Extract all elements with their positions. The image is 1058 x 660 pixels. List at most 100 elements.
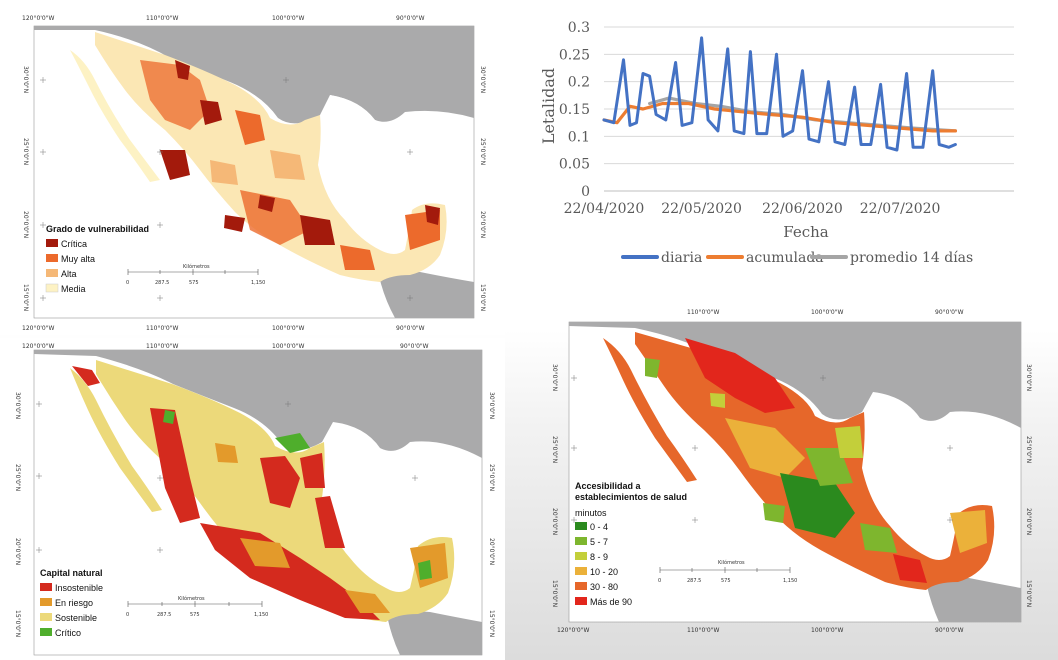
lon-label: 120°0'0"W — [22, 325, 54, 332]
lon-label: 100°0'0"W — [272, 343, 304, 350]
legend-item-label: 8 - 9 — [590, 552, 608, 562]
lat-label: 15°0'0"N — [14, 610, 21, 637]
x-axis-label: Fecha — [783, 223, 829, 241]
land-central-america — [388, 611, 482, 655]
land-central-america — [380, 271, 474, 318]
y-axis-label: Letalidad — [539, 68, 558, 144]
lat-label: 15°0'0"N — [1025, 580, 1032, 607]
lat-label: 30°0'0"N — [22, 66, 29, 93]
lat-label: 25°0'0"N — [488, 464, 495, 491]
legend-title-line2: establecimientos de salud — [575, 492, 687, 502]
legend-title: Accesibilidad a — [575, 481, 642, 491]
lat-label: 20°0'0"N — [488, 538, 495, 565]
x-tick-labels: 22/04/2020 22/05/2020 22/06/2020 22/07/2020 — [564, 201, 941, 217]
y-tick-label: 0.2 — [568, 75, 590, 91]
legend-label: diaria — [661, 250, 702, 266]
lat-label: 30°0'0"N — [488, 392, 495, 419]
legend-item-label: Media — [61, 284, 86, 294]
legend-item-label: Crítica — [61, 239, 87, 249]
scale-tick: 575 — [190, 612, 200, 618]
legend-item-label: Crítico — [55, 628, 81, 638]
lat-label: 20°0'0"N — [22, 211, 29, 238]
scale-bar: Kilómetros 0 287.5 575 1,150 — [658, 559, 797, 584]
scale-bar: Kilómetros 0 287.5 575 1,150 — [126, 595, 268, 618]
lon-label: 90°0'0"W — [396, 325, 425, 332]
legend-swatch — [40, 613, 52, 621]
scale-unit: Kilómetros — [183, 263, 210, 270]
scale-tick: 575 — [189, 280, 199, 286]
scale-unit: Kilómetros — [718, 559, 745, 566]
legend-item-label: Insostenible — [55, 583, 103, 593]
legend: Grado de vulnerabilidad Crítica Muy alta… — [45, 224, 149, 294]
legend-swatch — [575, 552, 587, 560]
lat-label: 15°0'0"N — [479, 284, 486, 311]
legend-swatch — [575, 537, 587, 545]
x-tick-label: 22/06/2020 — [762, 201, 843, 217]
map-panel-capital-natural: 120°0'0"W 110°0'0"W 100°0'0"W 90°0'0"W 3… — [0, 338, 505, 660]
mexico-choropleth — [70, 32, 447, 282]
x-tick-label: 22/05/2020 — [661, 201, 742, 217]
lon-label: 100°0'0"W — [272, 15, 304, 22]
y-tick-label: 0.1 — [568, 129, 590, 145]
y-tick-label: 0.05 — [559, 157, 590, 173]
chart-legend: diaria acumulada promedio 14 días — [621, 250, 973, 266]
lat-label: 25°0'0"N — [479, 138, 486, 165]
lon-label: 120°0'0"W — [557, 627, 589, 634]
chart-series — [602, 36, 957, 152]
legend-item-label: Sostenible — [55, 613, 97, 623]
x-tick-label: 22/04/2020 — [564, 201, 645, 217]
lon-label: 90°0'0"W — [400, 343, 429, 350]
lon-label: 110°0'0"W — [146, 343, 178, 350]
legend-item-label: Más de 90 — [590, 597, 632, 607]
lat-label: 30°0'0"N — [14, 392, 21, 419]
lon-label: 110°0'0"W — [687, 627, 719, 634]
legend-swatch — [575, 567, 587, 575]
legend-swatch — [40, 628, 52, 636]
scale-tick: 0 — [126, 280, 129, 286]
lon-label: 120°0'0"W — [22, 343, 54, 350]
legend-item-label: 10 - 20 — [590, 567, 618, 577]
lon-label: 100°0'0"W — [811, 627, 843, 634]
legend-swatch — [40, 598, 52, 606]
mexico-choropleth — [603, 332, 995, 590]
scale-tick: 287.5 — [155, 280, 169, 286]
legend-label: acumulada — [746, 250, 824, 266]
scale-bar: Kilómetros 0 287.5 575 1,150 — [126, 263, 265, 286]
scale-unit: Kilómetros — [178, 595, 205, 602]
legend-swatch — [575, 582, 587, 590]
lon-label: 100°0'0"W — [811, 309, 843, 316]
land-usa — [34, 26, 474, 124]
lat-label: 25°0'0"N — [551, 436, 558, 463]
legend-subtitle: minutos — [575, 508, 607, 518]
lat-label: 25°0'0"N — [1025, 436, 1032, 463]
mexico-choropleth — [70, 360, 455, 622]
lat-label: 25°0'0"N — [14, 464, 21, 491]
scale-tick: 287.5 — [157, 612, 171, 618]
scale-tick: 1,150 — [251, 280, 265, 286]
legend-item-label: 5 - 7 — [590, 537, 608, 547]
y-tick-label: 0.3 — [568, 20, 590, 36]
map-capital-natural: 120°0'0"W 110°0'0"W 100°0'0"W 90°0'0"W 3… — [0, 338, 505, 660]
lat-label: 30°0'0"N — [1025, 364, 1032, 391]
y-tick-labels: 0 0.05 0.1 0.15 0.2 0.25 0.3 — [559, 20, 590, 200]
legend-item-label: Alta — [61, 269, 77, 279]
lat-label: 15°0'0"N — [551, 580, 558, 607]
x-tick-label: 22/07/2020 — [860, 201, 941, 217]
lon-label: 100°0'0"W — [272, 325, 304, 332]
legend-swatch — [46, 254, 58, 262]
chart-panel-letalidad: 0 0.05 0.1 0.15 0.2 0.25 0.3 22/04/2020 22/05/2… — [520, 0, 1058, 290]
legend-swatch — [575, 597, 587, 605]
lat-label: 15°0'0"N — [488, 610, 495, 637]
lat-label: 25°0'0"N — [22, 138, 29, 165]
scale-tick: 1,150 — [783, 578, 797, 584]
legend-swatch — [45, 283, 59, 293]
lon-label: 90°0'0"W — [935, 309, 964, 316]
lat-label: 20°0'0"N — [1025, 508, 1032, 535]
land-usa — [34, 350, 482, 458]
lat-label: 30°0'0"N — [479, 66, 486, 93]
scale-tick: 0 — [658, 578, 661, 584]
lat-label: 20°0'0"N — [551, 508, 558, 535]
lat-label: 30°0'0"N — [551, 364, 558, 391]
y-tick-label: 0.25 — [559, 47, 590, 63]
lon-label: 110°0'0"W — [146, 325, 178, 332]
